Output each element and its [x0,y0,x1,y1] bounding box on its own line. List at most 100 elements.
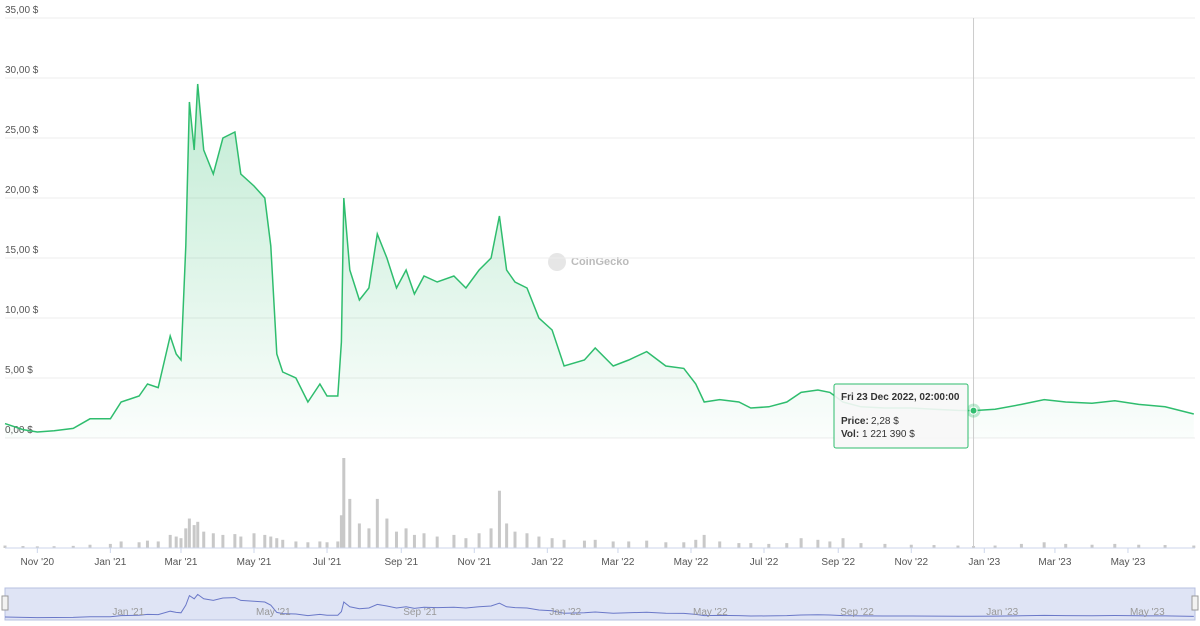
volume-bar [993,545,997,548]
volume-bar [1090,544,1094,548]
volume-bar [537,536,541,548]
y-tick-label: 10,00 $ [5,305,39,316]
volume-bar [221,534,225,548]
volume-bar [156,541,160,548]
volume-bar [550,538,554,548]
volume-bar [187,518,191,548]
volume-bar [1064,543,1068,548]
x-tick-label: Nov '22 [894,557,928,568]
volume-bar [145,540,149,548]
volume-bar [404,528,408,548]
volume-bar [682,542,686,548]
volume-bar [505,523,509,548]
tooltip: Fri 23 Dec 2022, 02:00:00 Price: 2,28 $ Vol… [833,383,969,449]
volume-bar [525,533,529,548]
x-tick-label: Mar '23 [1038,557,1071,568]
volume-bar [464,538,468,548]
navigator-label: Jan '23 [986,607,1018,618]
y-tick-label: 30,00 $ [5,65,39,76]
y-tick-label: 25,00 $ [5,125,39,136]
navigator-label: Sep '22 [840,607,874,618]
volume-bar [883,543,887,548]
volume-bar [3,545,7,548]
volume-bar [664,542,668,548]
volume-bar [269,536,273,548]
volume-bar [489,528,493,548]
tooltip-vol: 1 221 390 $ [862,429,915,440]
navigator-label: May '22 [693,607,728,618]
x-tick-label: May '21 [237,557,272,568]
volume-bar [357,523,361,548]
watermark-logo [548,253,566,271]
y-tick-label: 5,00 $ [5,365,33,376]
x-tick-label: Mar '22 [601,557,634,568]
volume-bar [1192,545,1196,548]
volume-bar [339,515,343,548]
volume-bar [202,531,206,548]
tooltip-box [833,383,969,449]
watermark: CoinGecko [571,256,629,268]
volume-bar [21,546,25,548]
x-tick-label: Mar '21 [164,557,197,568]
volume-bar [593,539,597,548]
volume-bar [562,539,566,548]
volume-bar [513,531,517,548]
y-tick-label: 20,00 $ [5,185,39,196]
navigator[interactable] [4,587,1196,621]
volume-bar [179,538,183,548]
volume-bar [816,539,820,548]
volume-bar [233,534,237,548]
navigator-label: Jan '22 [549,607,581,618]
volume-bar [1137,544,1141,548]
volume-bar [611,541,615,548]
volume-bar [196,521,200,548]
x-tick-label: Jan '22 [531,557,563,568]
hover-point [969,406,978,415]
volume-bar [477,533,481,548]
volume-bar [1163,545,1167,548]
tooltip-price-label: Price: [841,416,869,427]
volume-bar [119,541,123,548]
volume-bar [367,528,371,548]
volume-bar [1019,543,1023,548]
volume-bar [88,544,92,548]
tooltip-price: 2,28 $ [871,416,899,427]
x-tick-label: Nov '21 [457,557,491,568]
volume-bar [627,541,631,548]
volume-bar [294,541,298,548]
x-tick-label: Sep '21 [384,557,418,568]
navigator-label: May '21 [256,607,291,618]
volume-bar [785,543,789,548]
volume-bar [71,545,75,548]
volume-bar [497,490,501,548]
volume-bar [52,546,56,548]
volume-bar [412,534,416,548]
volume-bar [694,539,698,548]
volume-bar [137,542,141,548]
volume-bar [174,536,178,548]
volume-bar [35,546,39,548]
x-tick-label: May '22 [674,557,709,568]
volume-bar [737,543,741,548]
navigator-label: Jan '21 [112,607,144,618]
volume-bar [184,528,188,548]
volume-bar [336,541,340,548]
volume-bar [252,533,256,548]
volume-bar [211,533,215,548]
x-tick-label: Jan '23 [968,557,1000,568]
volume-bar [168,534,172,548]
volume-bar [956,545,960,548]
volume-bar [767,543,771,548]
volume-bar [841,538,845,548]
y-tick-label: 15,00 $ [5,245,39,256]
volume-bar [435,536,439,548]
tooltip-vol-label: Vol: [841,429,859,440]
volume-bar [192,525,196,548]
volume-bar [375,498,379,548]
volume-bar [859,543,863,548]
navigator-handle [1,595,9,611]
volume-bar [799,538,803,548]
x-tick-label: Jul '22 [750,557,779,568]
volume-bar [108,543,112,548]
volume-bar [932,545,936,548]
